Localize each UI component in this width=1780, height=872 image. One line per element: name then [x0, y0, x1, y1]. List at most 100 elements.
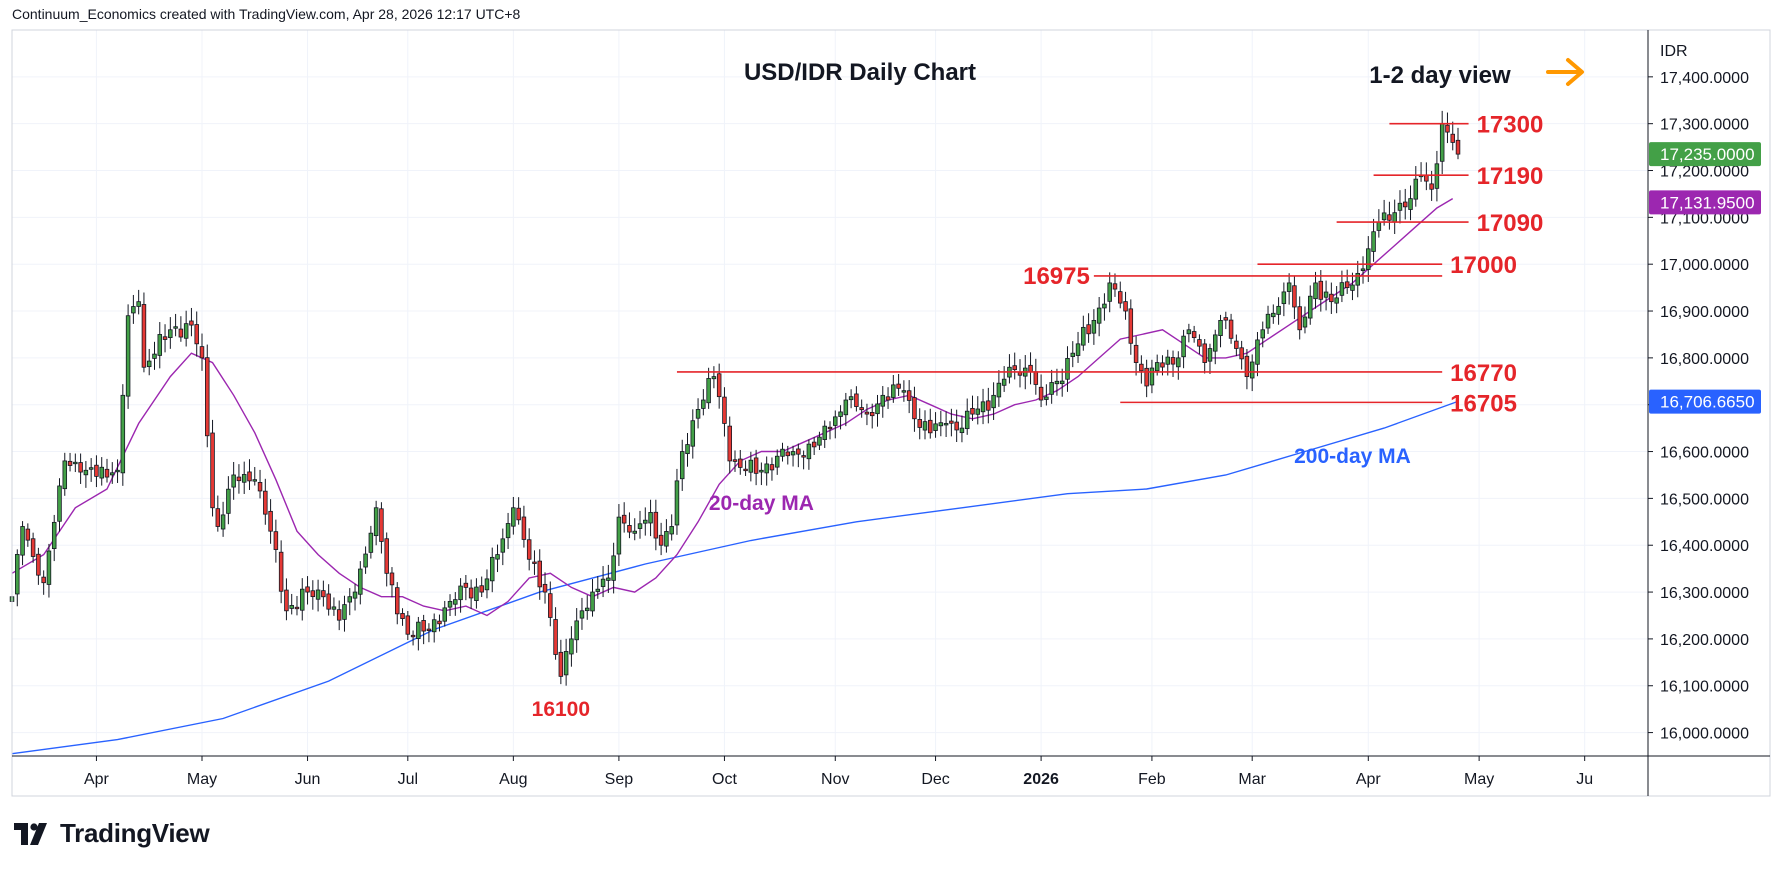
candle-body [247, 471, 252, 482]
candle-body [278, 551, 284, 592]
candle-body [453, 599, 458, 605]
candle-body [373, 507, 379, 537]
candlestick-series [9, 110, 1461, 686]
candle-body [88, 467, 94, 470]
candle-body [1376, 221, 1382, 231]
level-label: 16975 [1023, 263, 1090, 290]
tradingview-logo[interactable]: TradingView [14, 818, 210, 849]
candle-body [120, 394, 126, 474]
candle-body [331, 606, 337, 610]
candle-body [796, 448, 801, 455]
candle-body [611, 555, 616, 581]
candle-body [759, 469, 764, 473]
candle-body [548, 593, 553, 618]
candle-body [679, 451, 685, 480]
candle-body [189, 320, 194, 326]
x-tick-label: Dec [921, 771, 949, 788]
candle-body [389, 572, 395, 586]
annotation-label: 16100 [532, 698, 590, 721]
candle-body [1360, 268, 1366, 271]
candle-body [294, 606, 300, 610]
candle-body [205, 357, 210, 437]
arrow-head [1566, 58, 1584, 86]
candle-body [653, 511, 659, 539]
view-label: 1-2 day view [1369, 62, 1511, 89]
candle-body [1218, 319, 1223, 337]
candle-body [637, 523, 643, 529]
candle-body [110, 472, 115, 476]
candle-body [695, 408, 701, 419]
candle-body [1302, 316, 1308, 328]
x-tick-label: Feb [1138, 771, 1166, 788]
candle-body [801, 455, 806, 458]
candle-body [885, 396, 891, 401]
candle-body [1228, 319, 1234, 339]
y-tick-label: 16,200.0000 [1660, 632, 1749, 649]
candle-body [1313, 282, 1318, 300]
candle-body [811, 441, 817, 448]
candle-body [1065, 358, 1070, 380]
candle-body [616, 516, 622, 555]
candle-body [563, 651, 569, 676]
candle-body [194, 324, 199, 345]
x-tick-label: May [1464, 771, 1494, 788]
candle-body [869, 411, 875, 417]
candle-body [115, 469, 120, 473]
candle-body [975, 408, 981, 415]
candle-body [833, 416, 838, 426]
candle-body [1044, 396, 1049, 400]
candle-body [358, 568, 363, 595]
chart-title: USD/IDR Daily Chart [744, 59, 976, 86]
candle-body [1070, 352, 1076, 357]
candle-body [263, 490, 268, 515]
candle-body [912, 397, 917, 420]
candle-body [395, 587, 400, 615]
candle-body [1160, 362, 1165, 368]
candle-body [99, 466, 104, 479]
candle-body [1234, 340, 1239, 349]
candle-body [474, 586, 479, 601]
candle-body [178, 328, 184, 338]
candle-body [94, 464, 99, 477]
candle-body [1387, 214, 1392, 221]
candle-body [252, 479, 258, 482]
candle-body [152, 353, 157, 359]
candle-body [57, 485, 62, 522]
y-tick-label: 16,800.0000 [1660, 351, 1749, 368]
candle-body [1181, 335, 1186, 358]
candle-body [891, 384, 896, 398]
y-tick-label: 17,000.0000 [1660, 257, 1749, 274]
candle-body [1165, 356, 1171, 365]
candle-body [1102, 303, 1107, 309]
candle-body [1344, 281, 1350, 289]
candle-body [1281, 291, 1287, 305]
candle-body [30, 538, 36, 557]
candle-body [896, 383, 901, 389]
candle-body [1350, 284, 1355, 291]
candle-body [1455, 139, 1461, 155]
candle-body [157, 334, 163, 356]
y-tick-label: 16,300.0000 [1660, 585, 1749, 602]
candle-body [284, 589, 289, 612]
x-tick-label: Jul [398, 771, 418, 788]
candle-body [980, 401, 986, 413]
candle-body [827, 426, 833, 430]
candle-body [1439, 123, 1445, 162]
candle-body [231, 474, 236, 488]
candle-body [738, 458, 743, 468]
x-tick-label: Nov [821, 771, 849, 788]
annotation-label: 20-day MA [709, 492, 814, 515]
candle-body [574, 620, 579, 641]
candle-body [1154, 362, 1160, 372]
candle-body [1059, 380, 1065, 385]
candle-body [1139, 363, 1144, 372]
candle-body [928, 419, 933, 434]
candle-body [964, 410, 970, 430]
candle-body [542, 583, 548, 593]
ma200-line-layer [11, 400, 1459, 755]
candle-body [1307, 295, 1313, 319]
candle-body [437, 620, 442, 625]
candle-body [664, 531, 669, 547]
candle-body [1176, 357, 1181, 368]
